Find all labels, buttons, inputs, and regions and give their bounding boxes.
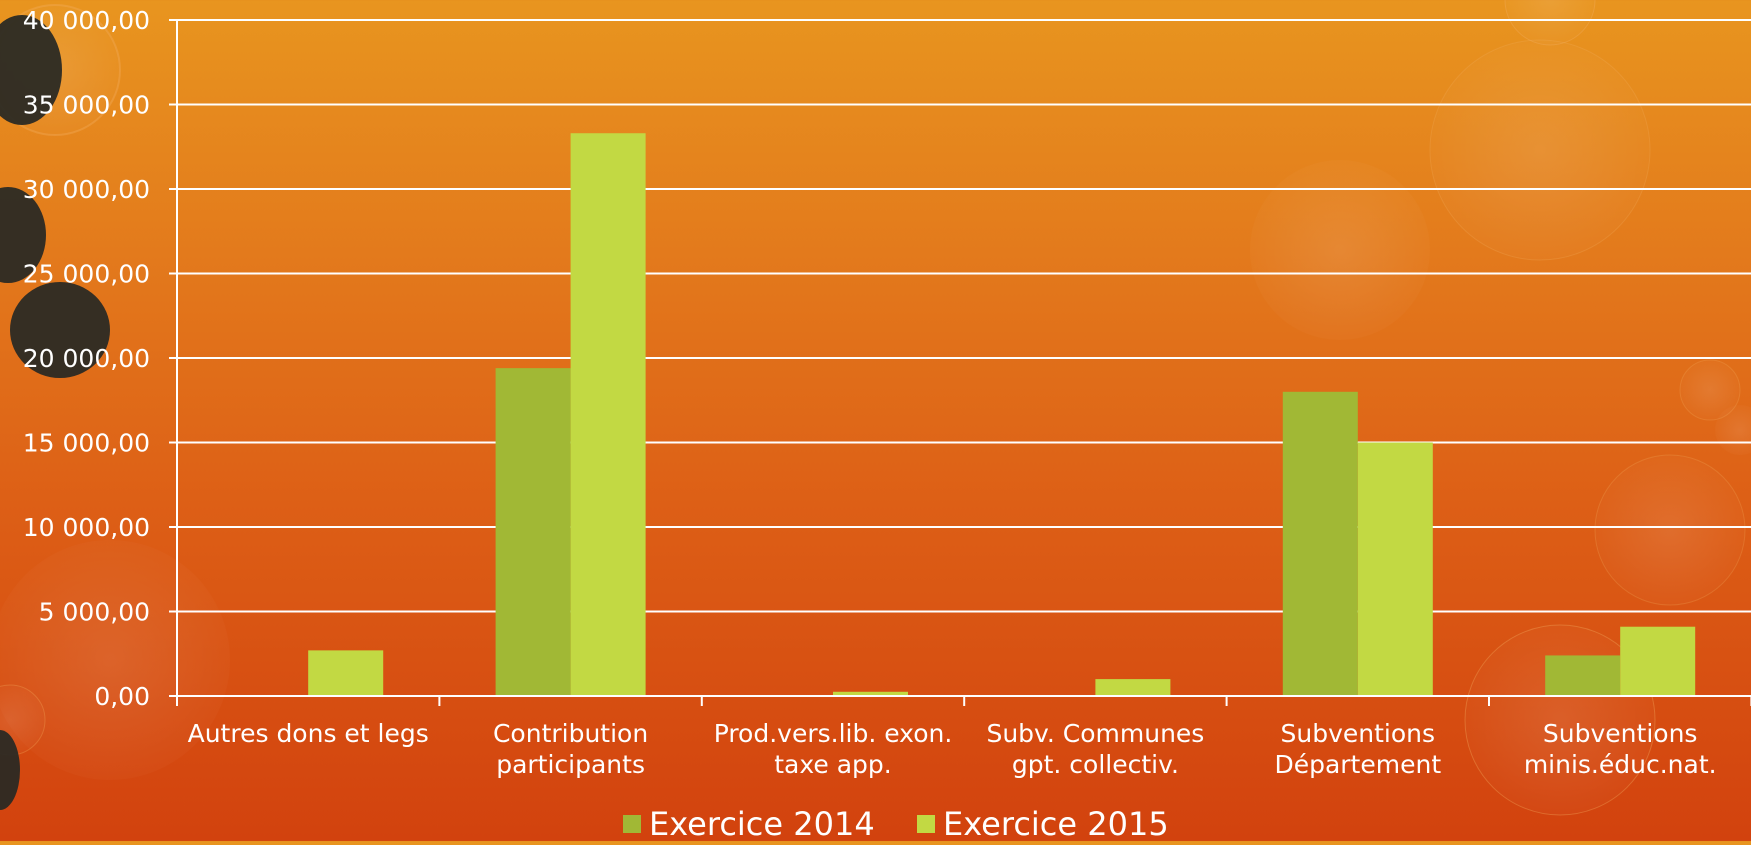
- bar: [571, 133, 646, 696]
- x-tick-label: Subventions: [1281, 719, 1436, 748]
- y-tick-label: 5 000,00: [39, 598, 150, 627]
- y-tick-label: 35 000,00: [23, 91, 150, 120]
- legend-label: Exercice 2014: [649, 805, 875, 841]
- y-tick-label: 0,00: [94, 682, 150, 711]
- x-tick-label: Subventions: [1543, 719, 1698, 748]
- bar: [1095, 679, 1170, 696]
- legend-swatch: [623, 815, 641, 833]
- y-tick-label: 15 000,00: [23, 429, 150, 458]
- bar: [308, 650, 383, 696]
- x-tick-label: Prod.vers.lib. exon.: [714, 719, 953, 748]
- x-tick-label: Subv. Communes: [986, 719, 1204, 748]
- x-tick-label: taxe app.: [774, 750, 891, 779]
- y-tick-label: 25 000,00: [23, 260, 150, 289]
- bar: [1545, 655, 1620, 696]
- y-tick-label: 20 000,00: [23, 344, 150, 373]
- x-tick-label: Contribution: [493, 719, 648, 748]
- bar: [1283, 392, 1358, 696]
- bar: [1620, 627, 1695, 696]
- x-tick-label: Autres dons et legs: [188, 719, 429, 748]
- legend: Exercice 2014 Exercice 2015: [623, 805, 1169, 841]
- x-tick-label: gpt. collectiv.: [1012, 750, 1179, 779]
- x-tick-label: participants: [496, 750, 645, 779]
- y-tick-label: 40 000,00: [23, 6, 150, 35]
- bar: [496, 368, 571, 696]
- y-tick-label: 30 000,00: [23, 175, 150, 204]
- legend-swatch: [917, 815, 935, 833]
- legend-label: Exercice 2015: [943, 805, 1169, 841]
- y-tick-label: 10 000,00: [23, 513, 150, 542]
- bar: [1358, 443, 1433, 697]
- x-tick-label: minis.éduc.nat.: [1524, 750, 1717, 779]
- x-tick-label: Département: [1274, 750, 1441, 779]
